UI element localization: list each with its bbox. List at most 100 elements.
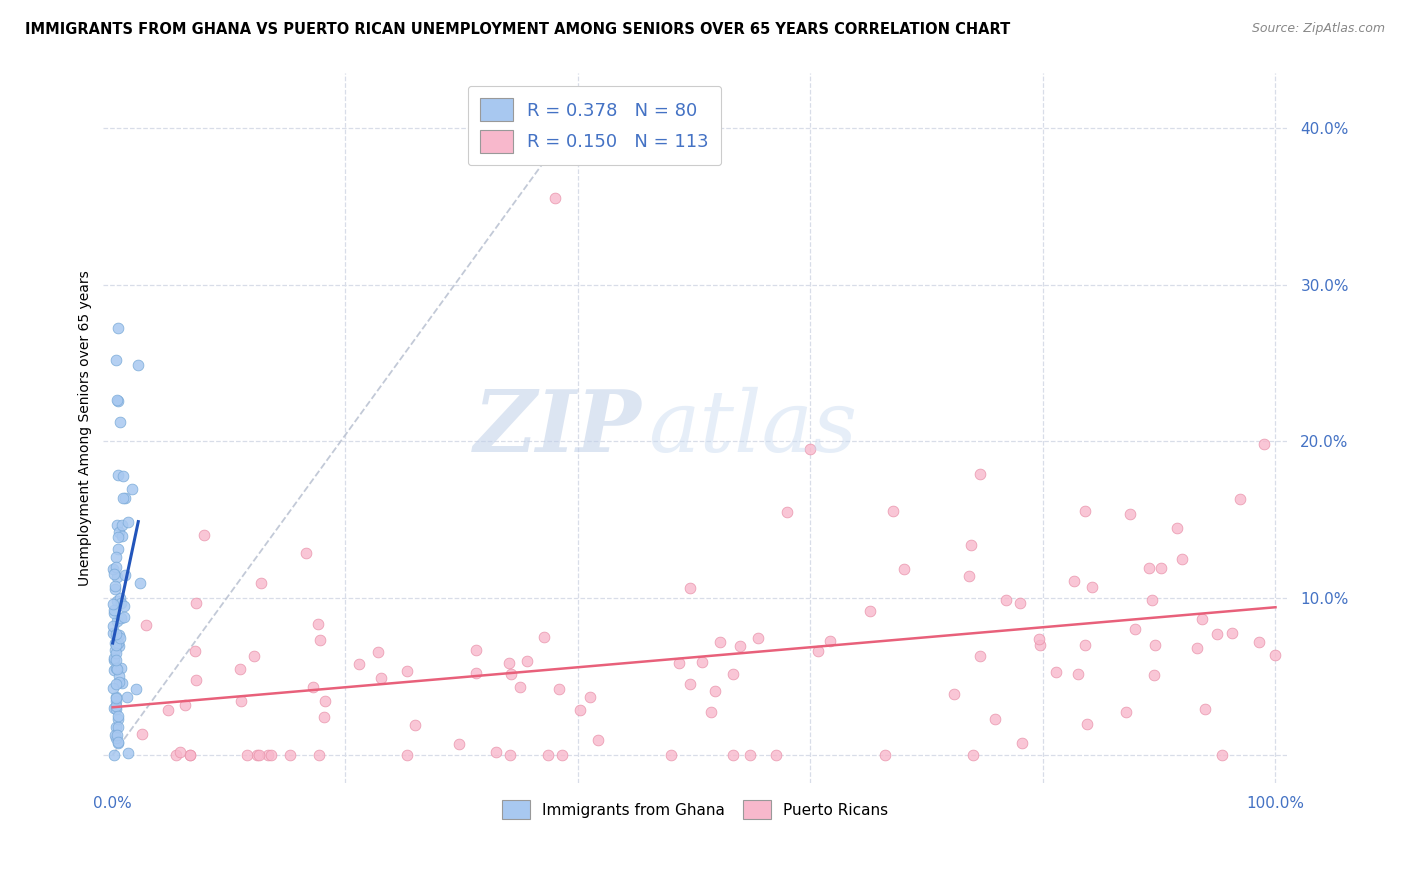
Point bbox=[260, 747, 283, 762]
Point bbox=[174, 698, 197, 712]
Point bbox=[103, 653, 125, 667]
Point bbox=[107, 735, 129, 749]
Point bbox=[104, 627, 127, 641]
Point bbox=[111, 517, 134, 532]
Point bbox=[1194, 701, 1216, 715]
Point bbox=[105, 636, 128, 650]
Point bbox=[1074, 638, 1097, 652]
Point bbox=[107, 709, 129, 723]
Point bbox=[105, 699, 128, 714]
Point bbox=[105, 392, 128, 407]
Point bbox=[1008, 596, 1031, 610]
Point bbox=[1140, 593, 1163, 607]
Point bbox=[104, 690, 127, 705]
Point bbox=[105, 702, 128, 716]
Point bbox=[723, 667, 745, 681]
Point bbox=[1247, 635, 1270, 649]
Point bbox=[165, 747, 187, 762]
Point bbox=[962, 747, 984, 762]
Point bbox=[103, 597, 125, 611]
Point bbox=[110, 591, 132, 605]
Point bbox=[157, 702, 180, 716]
Point bbox=[969, 648, 991, 663]
Point bbox=[104, 638, 127, 652]
Point bbox=[465, 643, 488, 657]
Point bbox=[1063, 574, 1085, 589]
Point bbox=[704, 683, 727, 698]
Point bbox=[765, 747, 787, 762]
Point bbox=[104, 661, 127, 675]
Point bbox=[105, 653, 128, 667]
Point bbox=[485, 745, 508, 759]
Point bbox=[103, 562, 125, 576]
Point bbox=[105, 594, 128, 608]
Point bbox=[1185, 640, 1208, 655]
Point bbox=[1137, 561, 1160, 575]
Point bbox=[1081, 580, 1104, 594]
Point bbox=[104, 728, 127, 742]
Point bbox=[740, 747, 762, 762]
Point bbox=[108, 631, 131, 645]
Point bbox=[111, 468, 134, 483]
Point bbox=[105, 662, 128, 676]
Point bbox=[302, 680, 325, 694]
Point bbox=[107, 713, 129, 727]
Point bbox=[121, 482, 143, 496]
Point bbox=[679, 677, 702, 691]
Point bbox=[105, 352, 128, 367]
Point bbox=[307, 617, 329, 632]
Point bbox=[395, 747, 418, 762]
Point bbox=[1011, 736, 1033, 750]
Point bbox=[498, 747, 520, 762]
Point bbox=[1076, 716, 1098, 731]
Point bbox=[108, 415, 131, 429]
Point bbox=[107, 636, 129, 650]
Point bbox=[776, 505, 799, 519]
Point bbox=[859, 605, 882, 619]
Point bbox=[243, 649, 266, 664]
Point bbox=[105, 614, 128, 628]
Point bbox=[537, 747, 560, 762]
Point bbox=[659, 747, 682, 762]
Point bbox=[1205, 627, 1227, 641]
Text: atlas: atlas bbox=[648, 386, 858, 469]
Point bbox=[314, 694, 336, 708]
Point bbox=[105, 549, 128, 564]
Point bbox=[709, 635, 731, 649]
Text: Source: ZipAtlas.com: Source: ZipAtlas.com bbox=[1251, 22, 1385, 36]
Point bbox=[103, 566, 125, 581]
Point bbox=[312, 710, 335, 724]
Point bbox=[957, 569, 980, 583]
Point bbox=[125, 682, 148, 697]
Point bbox=[110, 661, 132, 675]
Point bbox=[179, 747, 201, 762]
Point bbox=[184, 673, 207, 688]
Point bbox=[579, 690, 602, 705]
Point bbox=[107, 393, 129, 408]
Point bbox=[499, 667, 522, 681]
Point bbox=[104, 731, 127, 745]
Point bbox=[893, 561, 915, 575]
Point bbox=[983, 713, 1005, 727]
Point bbox=[367, 644, 389, 658]
Point bbox=[347, 657, 370, 671]
Text: ZIP: ZIP bbox=[474, 386, 643, 470]
Point bbox=[250, 575, 273, 590]
Point bbox=[1264, 648, 1286, 662]
Point bbox=[105, 728, 128, 742]
Point bbox=[103, 651, 125, 665]
Point bbox=[295, 546, 318, 560]
Point bbox=[104, 579, 127, 593]
Point bbox=[108, 639, 131, 653]
Point bbox=[668, 656, 690, 670]
Point bbox=[107, 674, 129, 689]
Point bbox=[1191, 612, 1213, 626]
Point bbox=[110, 596, 132, 610]
Point bbox=[105, 690, 128, 704]
Point bbox=[1171, 552, 1194, 566]
Point bbox=[1253, 437, 1275, 451]
Point bbox=[404, 718, 426, 732]
Point bbox=[184, 644, 207, 658]
Point bbox=[107, 530, 129, 544]
Point bbox=[875, 747, 897, 762]
